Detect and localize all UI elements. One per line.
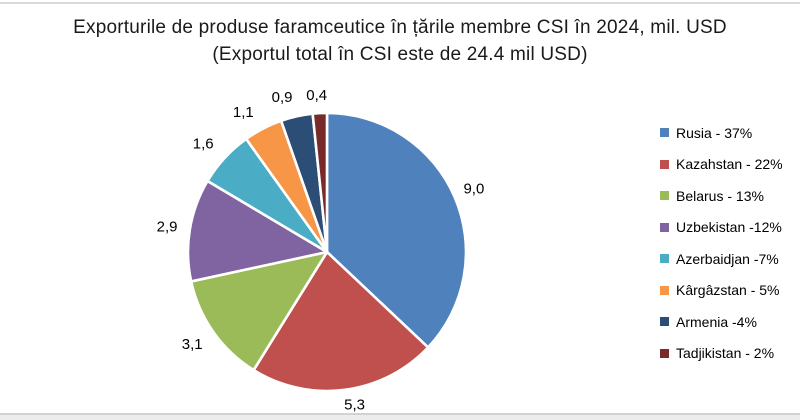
chart-title-line1: Exporturile de produse faramceutice în ț… (73, 17, 727, 38)
legend-item-belarus: Belarus - 13% (660, 180, 783, 212)
data-label-uzbekistan: 2,9 (157, 218, 178, 235)
legend-label-uzbekistan: Uzbekistan -12% (676, 219, 782, 236)
chart-legend: Rusia - 37% Kazahstan - 22% Belarus - 13% U… (660, 117, 783, 369)
pie-slice-rusia (325, 111, 468, 349)
legend-label-kazahstan: Kazahstan - 22% (676, 156, 783, 173)
pie-slice-belarus (189, 250, 329, 372)
pie-slice-uzbekistan (186, 179, 329, 283)
data-label-tadjikistan: 0,4 (306, 87, 327, 104)
pie-slice-kazahstan (252, 250, 430, 393)
legend-swatch-kargazstan (660, 285, 669, 295)
legend-item-rusia: Rusia - 37% (660, 117, 783, 149)
legend-swatch-azerbaidjan (660, 254, 669, 264)
legend-swatch-rusia (660, 128, 669, 138)
legend-label-tadjikistan: Tadjikistan - 2% (676, 345, 775, 362)
legend-label-armenia: Armenia -4% (676, 313, 757, 330)
data-label-rusia: 9,0 (463, 181, 484, 198)
figure-border-top (0, 2, 800, 4)
legend-item-kargazstan: Kârgâzstan - 5% (660, 275, 783, 307)
data-label-armenia: 0,9 (272, 89, 293, 106)
legend-label-belarus: Belarus - 13% (676, 187, 764, 204)
legend-item-tadjikistan: Tadjikistan - 2% (660, 338, 783, 370)
legend-swatch-tadjikistan (660, 348, 669, 358)
data-label-belarus: 3,1 (182, 336, 203, 353)
pie-slice-tadjikistan (311, 111, 329, 254)
data-label-kargazstan: 1,1 (233, 104, 254, 121)
data-label-azerbaidjan: 1,6 (193, 136, 214, 153)
legend-label-kargazstan: Kârgâzstan - 5% (676, 282, 780, 299)
chart-title-line2: (Exportul total în CSI este de 24.4 mil … (212, 44, 588, 65)
legend-swatch-uzbekistan (660, 222, 669, 232)
figure-border-bottom (0, 413, 800, 420)
legend-item-uzbekistan: Uzbekistan -12% (660, 212, 783, 244)
legend-item-azerbaidjan: Azerbaidjan -7% (660, 243, 783, 275)
legend-item-armenia: Armenia -4% (660, 306, 783, 338)
legend-item-kazahstan: Kazahstan - 22% (660, 149, 783, 181)
chart-title: Exporturile de produse faramceutice în ț… (0, 14, 800, 68)
legend-label-azerbaidjan: Azerbaidjan -7% (676, 250, 779, 267)
legend-swatch-armenia (660, 317, 669, 327)
data-label-kazahstan: 5,3 (344, 397, 365, 414)
legend-swatch-kazahstan (660, 159, 669, 169)
legend-label-rusia: Rusia - 37% (676, 124, 753, 141)
legend-swatch-belarus (660, 191, 669, 201)
